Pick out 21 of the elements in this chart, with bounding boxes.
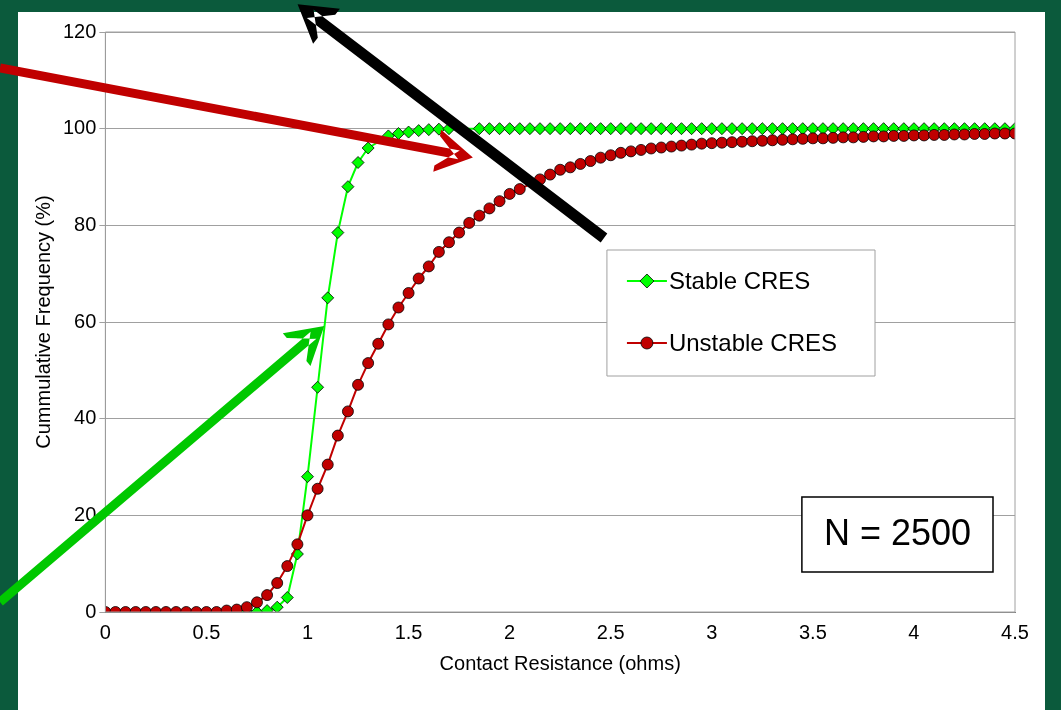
y-tick-label: 80: [74, 212, 97, 235]
y-tick-label: 0: [85, 599, 97, 622]
x-tick-label: 0: [99, 620, 111, 643]
x-tick-label: 0.5: [192, 620, 221, 643]
x-tick-label: 2: [504, 620, 516, 643]
x-tick-label: 3.5: [798, 620, 827, 643]
x-tick-label: 3: [706, 620, 718, 643]
x-tick-label: 1: [301, 620, 314, 643]
y-tick-label: 40: [74, 406, 97, 429]
x-tick-label: 1.5: [394, 620, 423, 643]
y-tick-label: 60: [74, 309, 97, 332]
annotation: N = 2500: [823, 511, 972, 553]
x-tick-label: 4: [908, 620, 920, 643]
x-tick-label: 4.5: [1001, 620, 1029, 643]
y-tick-label: 100: [62, 116, 97, 139]
legend-label: Unstable CRES: [668, 328, 838, 356]
y-axis-title: Cummulative Frequency (%): [31, 195, 54, 449]
legend-label: Stable CRES: [668, 266, 811, 294]
x-axis-title: Contact Resistance (ohms): [439, 651, 681, 674]
x-tick-label: 2.5: [596, 620, 625, 643]
y-tick-label: 120: [62, 19, 97, 42]
